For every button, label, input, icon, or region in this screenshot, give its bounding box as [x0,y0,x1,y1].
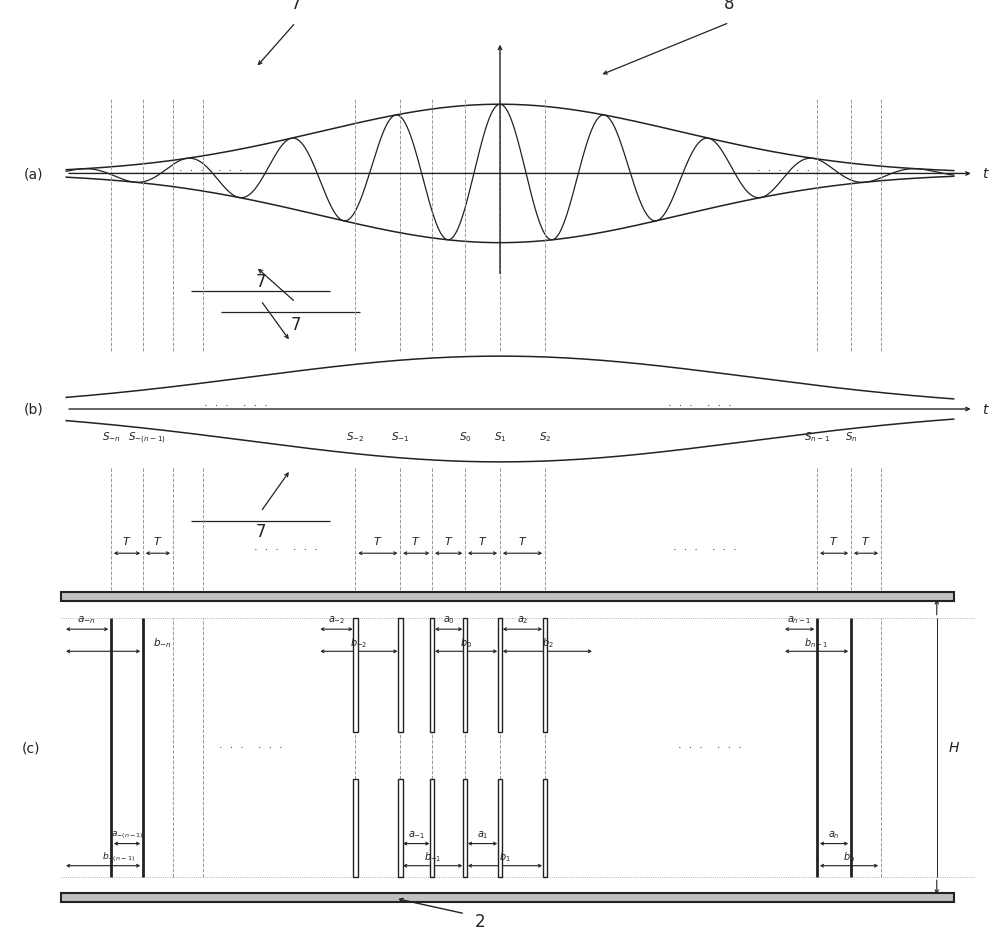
Text: $b_0$: $b_0$ [460,635,472,649]
Text: $T$: $T$ [122,534,132,547]
Text: $S_{-n}$: $S_{-n}$ [102,430,120,444]
Text: $t$: $t$ [982,167,990,181]
Bar [398,779,403,877]
Text: $T$: $T$ [861,534,871,547]
Bar [463,618,467,733]
Bar [498,779,502,877]
Text: ·  ·  ·    ·  ·  ·: · · · · · · [204,401,268,411]
Bar [463,779,467,877]
Bar [543,779,547,877]
Text: ·  ·  ·    ·  ·  ·: · · · · · · [668,401,731,411]
Text: (b): (b) [23,402,43,416]
Text: ·  ·  ·    ·  ·  ·: · · · · · · [254,545,317,555]
Text: ·  ·  ·    ·  ·  ·: · · · · · · [673,545,736,555]
Text: $S_n$: $S_n$ [845,430,857,444]
Text: $S_{-2}$: $S_{-2}$ [346,430,365,444]
Text: $b_{-1}$: $b_{-1}$ [424,850,441,863]
Text: $S_{-(n-1)}$: $S_{-(n-1)}$ [128,430,166,446]
Text: (c): (c) [22,741,41,754]
Text: $S_1$: $S_1$ [494,430,506,444]
Bar [61,592,954,601]
Text: $T$: $T$ [373,534,383,547]
Text: 7: 7 [290,0,301,13]
Text: $a_{-1}$: $a_{-1}$ [408,828,425,840]
Text: $a_1$: $a_1$ [477,828,488,840]
Text: ·  ·  ·    ·  ·  ·: · · · · · · [757,165,821,176]
Text: ·  ·  ·    ·  ·  ·: · · · · · · [179,165,243,176]
Text: $b_{-n}$: $b_{-n}$ [153,635,171,649]
Text: 7: 7 [255,523,266,541]
Text: $T$: $T$ [829,534,839,547]
Text: $S_{n-1}$: $S_{n-1}$ [804,430,830,444]
Text: $a_2$: $a_2$ [517,614,528,626]
Text: $b_{-2}$: $b_{-2}$ [350,635,368,649]
Text: $a_{-(n-1)}$: $a_{-(n-1)}$ [111,828,144,840]
Text: $a_n$: $a_n$ [828,828,840,840]
Text: 2: 2 [475,913,485,931]
Text: $T$: $T$ [518,534,527,547]
Text: $b_{-(n-1)}$: $b_{-(n-1)}$ [102,850,135,863]
Text: $b_{n-1}$: $b_{n-1}$ [804,635,829,649]
Text: ·  ·  ·    ·  ·  ·: · · · · · · [678,743,741,752]
Text: $T$: $T$ [153,534,163,547]
Bar [498,618,502,733]
Text: $T$: $T$ [411,534,421,547]
Text: 8: 8 [724,0,735,13]
Text: 7: 7 [255,273,266,291]
Text: $b_n$: $b_n$ [843,850,855,863]
Bar [353,779,358,877]
Text: $S_{-1}$: $S_{-1}$ [391,430,410,444]
Bar [353,618,358,733]
Text: 7: 7 [290,316,301,334]
Bar [543,618,547,733]
Bar [430,779,434,877]
Text: $S_0$: $S_0$ [459,430,471,444]
Bar [398,618,403,733]
Bar [430,618,434,733]
Text: $T$: $T$ [478,534,487,547]
Text: $a_{-n}$: $a_{-n}$ [77,614,95,626]
Text: $T$: $T$ [444,534,453,547]
Text: $S_2$: $S_2$ [539,430,551,444]
Text: $a_{-2}$: $a_{-2}$ [328,614,345,626]
Bar [61,893,954,902]
Text: $a_0$: $a_0$ [443,614,455,626]
Text: $b_1$: $b_1$ [499,850,511,863]
Text: $b_2$: $b_2$ [542,635,553,649]
Text: $a_{n-1}$: $a_{n-1}$ [787,614,811,626]
Text: $H$: $H$ [948,741,960,754]
Text: (a): (a) [24,167,43,181]
Text: ·  ·  ·    ·  ·  ·: · · · · · · [219,743,283,752]
Text: $t$: $t$ [982,402,990,416]
